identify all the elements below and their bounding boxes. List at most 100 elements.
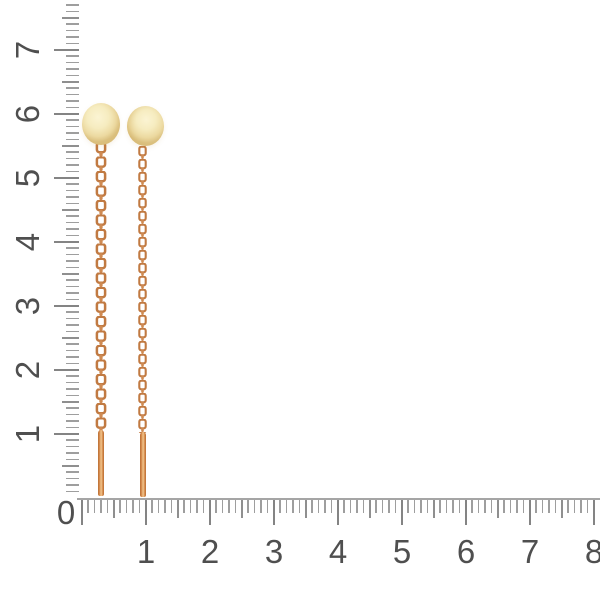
ruler-tick (66, 4, 79, 6)
horizontal-ruler-label: 1 (136, 532, 156, 570)
ruler-tick (62, 401, 79, 403)
horizontal-ruler-label: 7 (520, 532, 540, 570)
ruler-tick (66, 106, 79, 109)
ruler-tick (54, 113, 79, 115)
ruler-tick (305, 500, 307, 518)
ruler-tick (66, 247, 79, 249)
ruler-tick (401, 500, 403, 525)
ruler-tick (407, 500, 409, 513)
horizontal-ruler-label: 3 (264, 532, 284, 570)
ruler-tick (548, 500, 550, 513)
ruler-tick (164, 500, 166, 513)
vertical-ruler-label: 6 (8, 104, 46, 123)
ruler-tick (66, 221, 79, 224)
ruler-tick (426, 500, 429, 513)
ruler-tick (183, 500, 185, 513)
vertical-ruler-label: 5 (8, 168, 46, 187)
ruler-tick (541, 500, 544, 513)
ruler-tick (522, 500, 525, 513)
ruler-tick (381, 500, 384, 513)
ruler-tick (66, 452, 79, 454)
ruler-tick (66, 157, 79, 160)
ruler-tick (279, 500, 281, 513)
ruler-tick (196, 500, 198, 513)
ruler-tick (66, 42, 79, 45)
vertical-ruler-label: 3 (8, 296, 46, 315)
ruler-tick (535, 500, 537, 513)
ruler-tick (66, 125, 79, 128)
ruler-tick (62, 145, 79, 147)
ruler-tick (125, 500, 128, 513)
ruler-tick (66, 55, 79, 57)
ruler-tick (241, 500, 243, 518)
ruler-tick (66, 394, 79, 397)
ruler-tick (458, 500, 461, 513)
ruler-tick (362, 500, 365, 513)
ruler-tick (66, 87, 79, 89)
ruler-tick (330, 500, 333, 513)
ruler-tick (66, 68, 79, 70)
ruler-tick (66, 260, 79, 262)
ruler-tick (586, 500, 589, 513)
ruler-tick (66, 202, 79, 205)
ruler-tick (151, 500, 153, 513)
vertical-ruler-label: 7 (8, 40, 46, 59)
ruler-tick (66, 138, 79, 141)
ruler-tick (54, 369, 79, 371)
ruler-tick (157, 500, 160, 513)
ruler-tick (54, 241, 79, 243)
ruler-tick (388, 500, 390, 513)
ruler-tick (119, 500, 121, 513)
ruler-tick (66, 292, 79, 294)
ruler-tick (66, 324, 79, 326)
ruler-tick (66, 477, 79, 480)
ruler-tick (62, 209, 79, 211)
ruler-tick (66, 132, 79, 134)
ruler-tick (375, 500, 377, 513)
earring-left-disc (81, 103, 120, 145)
ruler-tick (285, 500, 288, 513)
earring-right-disc (127, 106, 164, 146)
ruler-tick (413, 500, 416, 513)
ruler-tick (561, 500, 563, 518)
ruler-tick (66, 356, 79, 358)
ruler-tick (234, 500, 237, 513)
ruler-tick (66, 317, 79, 320)
horizontal-ruler-label: 8 (584, 532, 600, 570)
ruler-tick (66, 266, 79, 269)
ruler-tick (66, 228, 79, 230)
ruler-tick (66, 381, 79, 384)
ruler-tick (66, 170, 79, 173)
ruler-tick (567, 500, 569, 513)
horizontal-ruler-baseline (77, 498, 600, 500)
ruler-tick (509, 500, 512, 513)
ruler-tick (66, 23, 79, 25)
ruler-tick (66, 29, 79, 32)
ruler-tick (66, 196, 79, 198)
horizontal-ruler-label: 6 (456, 532, 476, 570)
earring-left-chain (95, 142, 107, 431)
origin-label: 0 (56, 493, 76, 531)
ruler-tick (66, 388, 79, 390)
ruler-tick (170, 500, 173, 513)
ruler-tick (66, 189, 79, 192)
ruler-tick (66, 375, 79, 377)
ruler-tick (66, 10, 79, 13)
ruler-tick (66, 330, 79, 333)
ruler-tick (66, 343, 79, 345)
ruler-tick (317, 500, 320, 513)
ruler-tick (66, 279, 79, 281)
ruler-tick (62, 273, 79, 275)
ruler-tick (273, 500, 275, 525)
ruler-tick (497, 500, 499, 518)
ruler-tick (439, 500, 441, 513)
ruler-tick (66, 61, 79, 64)
ruler-tick (253, 500, 256, 513)
ruler-tick (554, 500, 557, 513)
ruler-tick (529, 500, 531, 525)
ruler-tick (66, 362, 79, 365)
ruler-tick (580, 500, 582, 513)
ruler-tick (113, 500, 115, 518)
ruler-tick (66, 93, 79, 96)
